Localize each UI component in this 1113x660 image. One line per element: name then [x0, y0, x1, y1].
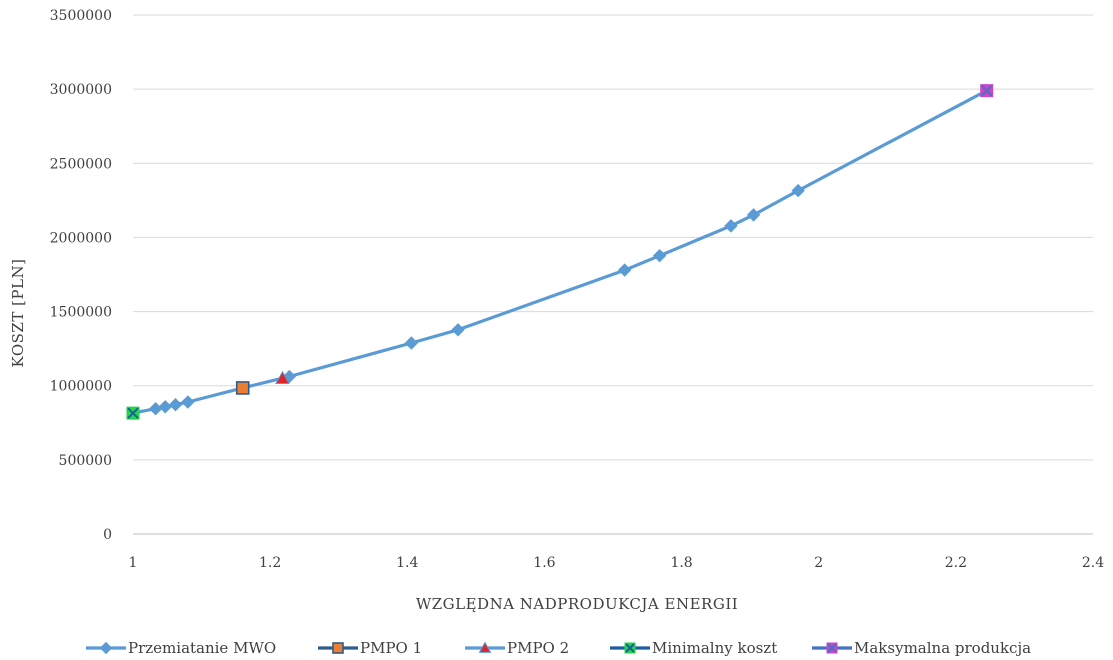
legend-label: Przemiatanie MWO	[128, 639, 276, 657]
data-point	[791, 183, 805, 198]
y-tick-label: 0	[103, 527, 112, 543]
legend-label: PMPO 1	[360, 639, 422, 657]
legend-marker	[99, 641, 113, 655]
data-point	[652, 248, 667, 263]
y-tick-label: 2500000	[50, 156, 112, 172]
data-point	[275, 370, 290, 384]
data-point	[235, 381, 250, 395]
legend-item: PMPO 2	[465, 639, 569, 657]
series-4	[980, 84, 994, 98]
y-axis-ticks: 0 500000 1000000 1500000 2000000 2500000 30000…	[50, 8, 112, 543]
x-axis-ticks: 1 1.2 1.4 1.6 1.8 2 2.2 2.4	[129, 555, 1105, 571]
series-0	[126, 83, 994, 420]
series-3	[126, 406, 140, 420]
gridlines	[133, 14, 1093, 535]
data-point	[148, 401, 163, 416]
y-tick-label: 2000000	[50, 230, 112, 246]
data-point	[451, 323, 465, 337]
data-point	[404, 336, 419, 350]
series-line	[132, 89, 988, 415]
legend-marker	[478, 641, 492, 653]
legend-label: PMPO 2	[507, 639, 569, 657]
legend-item: Maksymalna produkcja	[812, 639, 1031, 657]
x-axis-title: WZGLĘDNA NADPRODUKCJA ENERGII	[416, 595, 738, 613]
data-point	[126, 406, 140, 420]
x-tick-label: 2.4	[1082, 555, 1104, 571]
data-point	[980, 84, 994, 98]
x-tick-label: 1.4	[396, 555, 418, 571]
data-point	[158, 400, 172, 414]
data-point	[168, 397, 183, 412]
legend-label: Minimalny koszt	[652, 639, 777, 657]
data-point	[282, 369, 297, 384]
series-1	[235, 381, 250, 395]
y-tick-label: 1000000	[50, 379, 112, 395]
x-tick-label: 1.8	[670, 555, 692, 571]
data-point	[617, 263, 632, 277]
legend-item: Minimalny koszt	[610, 639, 777, 657]
y-tick-label: 500000	[59, 453, 112, 469]
y-tick-label: 1500000	[50, 305, 112, 321]
legend-marker	[332, 642, 344, 654]
legend-item: PMPO 1	[318, 639, 422, 657]
x-tick-label: 2	[814, 555, 823, 571]
legend-label: Maksymalna produkcja	[854, 639, 1031, 657]
x-tick-label: 1.2	[259, 555, 281, 571]
data-point	[746, 208, 761, 222]
x-tick-label: 1	[129, 555, 138, 571]
y-axis-title: KOSZT [PLN]	[9, 259, 27, 368]
y-tick-label: 3000000	[50, 82, 112, 98]
legend: Przemiatanie MWO PMPO 1 PMPO 2 Minimalny ko…	[86, 639, 1031, 657]
legend-marker	[624, 642, 636, 654]
legend-item: Przemiatanie MWO	[86, 639, 276, 657]
y-tick-label: 3500000	[50, 8, 112, 24]
x-tick-label: 1.6	[533, 555, 555, 571]
data-point	[181, 395, 195, 409]
legend-marker	[826, 642, 838, 654]
data-point	[724, 219, 738, 233]
series-2	[275, 370, 290, 384]
x-tick-label: 2.2	[945, 555, 967, 571]
plot-area	[126, 83, 994, 420]
